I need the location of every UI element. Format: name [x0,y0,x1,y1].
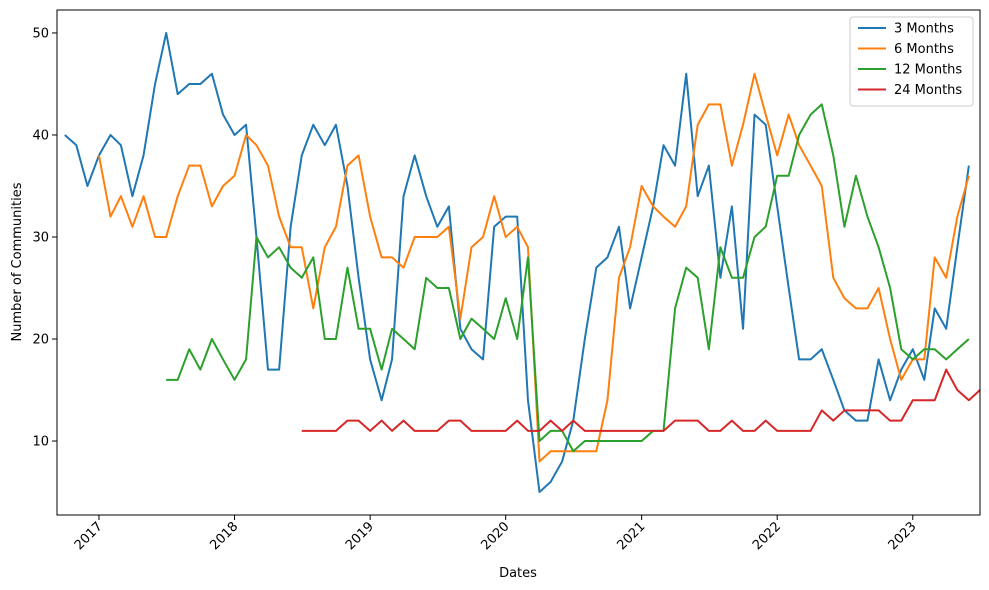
y-tick-label: 50 [32,26,49,41]
y-tick-label: 40 [32,128,49,143]
x-tick-label: 2017 [72,519,106,553]
legend-label-4: 24 Months [894,83,962,98]
x-tick-label: 2018 [207,519,241,553]
legend: 3 Months 6 Months 12 Months 24 Months [849,16,974,107]
series-line-3 [166,103,970,453]
x-tick-label: 2022 [750,519,784,553]
plot-area [57,10,980,515]
x-tick-label: 2021 [614,519,648,553]
legend-label-1: 3 Months [894,22,954,37]
plot-frame [56,9,981,516]
x-axis: 2017 2018 2019 2020 2021 2022 2023 [72,515,920,553]
x-tick-label: 2019 [343,519,377,553]
y-tick-label: 10 [32,435,49,450]
x-axis-label: Dates [499,566,537,581]
series-line-1 [64,31,970,494]
y-axis: 10 20 30 40 50 [32,26,57,450]
x-tick-label: 2023 [886,519,920,553]
y-axis-label: Number of Communities [10,182,25,341]
y-tick-label: 30 [32,230,49,245]
legend-box [849,16,974,107]
series-line-4 [301,368,981,432]
y-tick-label: 20 [32,333,49,348]
x-tick-label: 2020 [479,519,513,553]
series-layer [64,31,981,494]
legend-label-2: 6 Months [894,42,954,57]
legend-label-3: 12 Months [894,63,962,78]
